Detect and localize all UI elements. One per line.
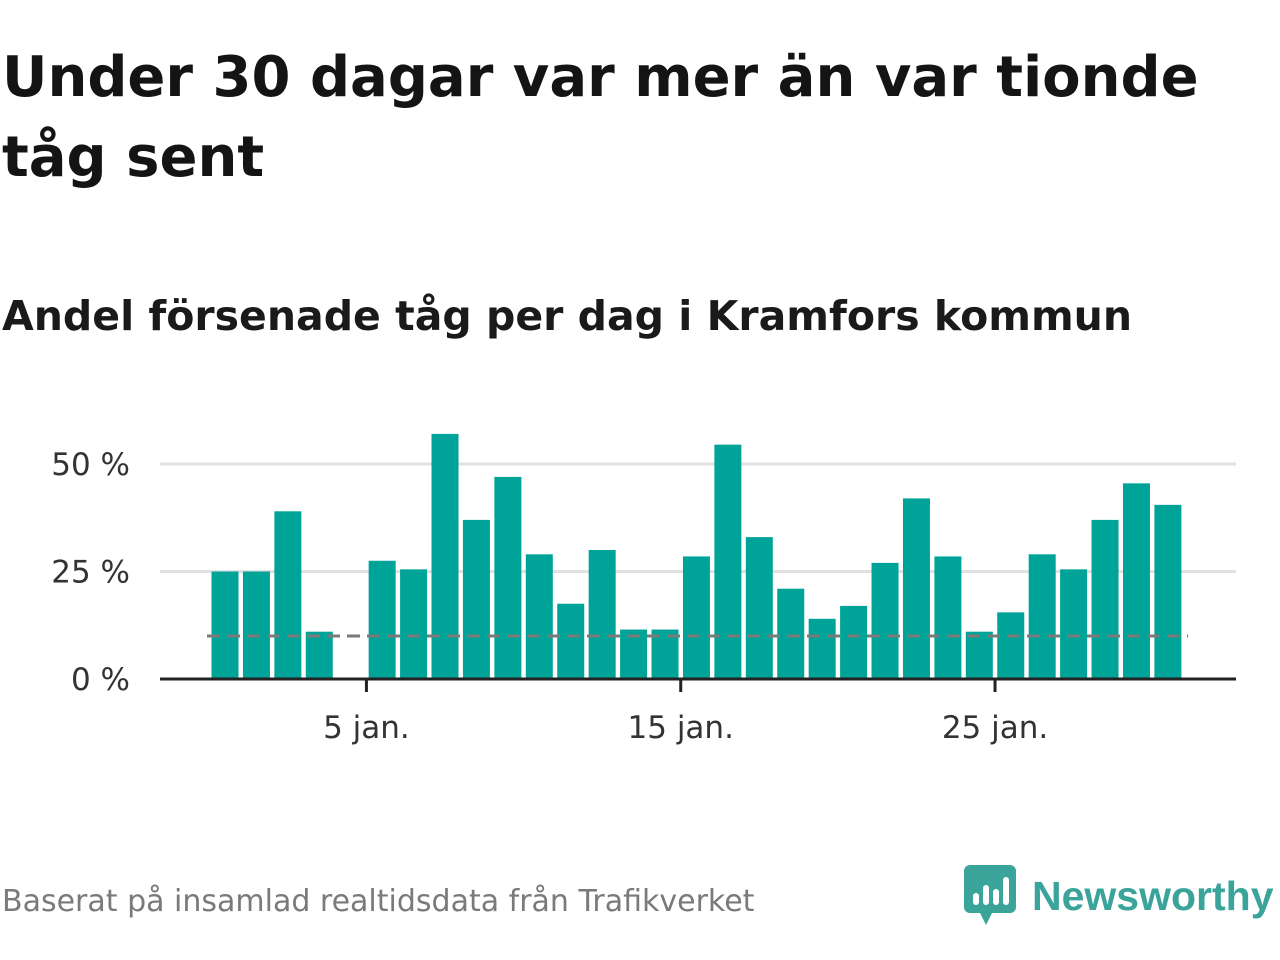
brand-name: Newsworthy <box>1032 872 1274 919</box>
bar <box>1154 504 1182 679</box>
bar <box>965 631 993 679</box>
bar <box>902 498 930 679</box>
bar <box>305 631 333 679</box>
bar-chart-speech-bubble-icon <box>964 865 1016 925</box>
axes: 0 % 25 % 50 % 5 jan. 15 jan. 25 jan. <box>51 447 1236 746</box>
bar <box>557 603 585 679</box>
y-tick-label: 50 % <box>51 447 130 483</box>
bar <box>588 550 616 679</box>
bar <box>1091 519 1119 679</box>
bar <box>431 433 459 679</box>
bar <box>714 444 742 679</box>
bar <box>525 554 553 679</box>
y-tick-label: 25 % <box>51 555 130 591</box>
bar <box>808 618 836 679</box>
gridlines <box>160 462 1236 573</box>
bar <box>462 519 490 679</box>
source-note: Baserat på insamlad realtidsdata från Tr… <box>2 884 755 919</box>
newsworthy-logo[interactable]: Newsworthy <box>964 864 1274 928</box>
bar <box>651 629 679 679</box>
x-tick-label: 5 jan. <box>323 710 410 746</box>
bar <box>1060 569 1088 679</box>
bar <box>934 556 962 679</box>
bar <box>1122 483 1150 679</box>
bar <box>871 562 899 679</box>
bar <box>368 560 396 679</box>
chart-title: Under 30 dagar var mer än var tionde tåg… <box>2 45 1199 190</box>
bar <box>997 612 1025 679</box>
bar <box>242 571 270 679</box>
bars <box>211 433 1182 679</box>
bar <box>745 537 773 679</box>
x-tick-label: 15 jan. <box>628 710 734 746</box>
bar <box>777 588 805 679</box>
bar <box>400 569 428 679</box>
bar <box>1028 554 1056 679</box>
x-tick-label: 25 jan. <box>942 710 1048 746</box>
bar <box>840 605 868 679</box>
bar <box>682 556 710 679</box>
bar-chart: 0 % 25 % 50 % 5 jan. 15 jan. 25 jan. <box>51 433 1236 746</box>
bar <box>620 629 648 679</box>
y-tick-label: 0 % <box>71 662 130 698</box>
bar <box>274 511 302 679</box>
chart-subtitle: Andel försenade tåg per dag i Kramfors k… <box>2 292 1133 340</box>
bar <box>211 571 239 679</box>
bar <box>494 476 522 679</box>
